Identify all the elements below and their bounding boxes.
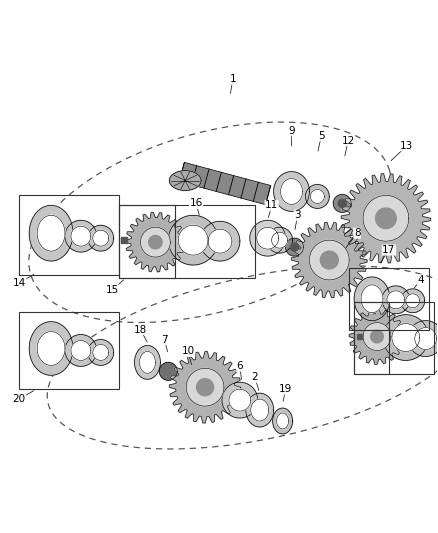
- Polygon shape: [222, 382, 258, 418]
- Polygon shape: [281, 179, 303, 204]
- Text: 8: 8: [354, 228, 360, 238]
- Polygon shape: [354, 277, 390, 321]
- Polygon shape: [140, 351, 155, 373]
- Polygon shape: [406, 294, 420, 308]
- Polygon shape: [170, 171, 201, 190]
- Polygon shape: [159, 362, 177, 380]
- Text: 14: 14: [13, 278, 26, 288]
- Polygon shape: [274, 172, 309, 212]
- Polygon shape: [88, 340, 114, 365]
- Polygon shape: [71, 341, 91, 360]
- Polygon shape: [333, 195, 351, 212]
- Polygon shape: [168, 215, 218, 265]
- Polygon shape: [305, 184, 329, 208]
- Polygon shape: [134, 345, 160, 379]
- Polygon shape: [273, 408, 293, 434]
- Polygon shape: [200, 221, 240, 261]
- Polygon shape: [349, 309, 405, 365]
- Polygon shape: [29, 205, 73, 261]
- Polygon shape: [126, 213, 185, 272]
- Text: 9: 9: [288, 126, 295, 136]
- Polygon shape: [197, 379, 214, 395]
- Polygon shape: [170, 351, 241, 423]
- Polygon shape: [37, 332, 65, 365]
- Polygon shape: [208, 229, 232, 253]
- Polygon shape: [415, 328, 437, 350]
- Bar: [354, 302, 434, 374]
- Polygon shape: [382, 286, 410, 314]
- Text: 17: 17: [382, 245, 396, 255]
- Polygon shape: [311, 190, 324, 204]
- Polygon shape: [338, 199, 346, 207]
- Text: 19: 19: [279, 384, 292, 394]
- Bar: [354, 302, 389, 374]
- Polygon shape: [383, 314, 429, 360]
- Text: 3: 3: [294, 211, 301, 220]
- Text: 5: 5: [318, 131, 325, 141]
- Polygon shape: [376, 208, 396, 229]
- Text: 20: 20: [13, 394, 26, 404]
- Polygon shape: [363, 196, 409, 241]
- Polygon shape: [149, 236, 162, 249]
- Polygon shape: [286, 238, 304, 256]
- Polygon shape: [392, 324, 420, 351]
- Text: 12: 12: [342, 136, 355, 146]
- Bar: [120, 237, 127, 243]
- Polygon shape: [320, 251, 338, 269]
- Bar: [119, 205, 175, 278]
- Bar: [19, 312, 119, 389]
- Text: 15: 15: [106, 285, 119, 295]
- Polygon shape: [71, 227, 91, 246]
- Polygon shape: [141, 227, 170, 257]
- Text: 1: 1: [230, 74, 236, 84]
- Polygon shape: [229, 389, 251, 411]
- Polygon shape: [186, 368, 224, 406]
- Polygon shape: [309, 240, 349, 280]
- Polygon shape: [408, 321, 438, 357]
- Polygon shape: [246, 393, 274, 427]
- Text: 4: 4: [417, 275, 424, 285]
- Polygon shape: [361, 285, 383, 313]
- Polygon shape: [292, 222, 367, 298]
- Polygon shape: [290, 243, 298, 251]
- Text: 7: 7: [161, 335, 168, 344]
- Polygon shape: [93, 230, 109, 246]
- Polygon shape: [363, 322, 391, 351]
- Bar: [19, 196, 119, 275]
- Polygon shape: [29, 321, 73, 375]
- Bar: [349, 268, 429, 329]
- Polygon shape: [257, 227, 279, 249]
- Text: 18: 18: [134, 325, 147, 335]
- Polygon shape: [387, 291, 405, 309]
- Text: 2: 2: [251, 372, 258, 382]
- Text: 11: 11: [265, 200, 278, 211]
- Bar: [357, 334, 362, 338]
- Bar: [119, 205, 255, 278]
- Polygon shape: [401, 289, 425, 313]
- Polygon shape: [65, 220, 97, 252]
- Text: 10: 10: [182, 346, 195, 357]
- Polygon shape: [267, 227, 293, 253]
- Polygon shape: [178, 225, 208, 255]
- Polygon shape: [65, 335, 97, 366]
- Text: 13: 13: [400, 141, 413, 151]
- Polygon shape: [88, 225, 114, 251]
- Text: 6: 6: [237, 361, 243, 372]
- Text: 16: 16: [190, 198, 203, 208]
- Polygon shape: [371, 330, 383, 343]
- Polygon shape: [272, 232, 288, 248]
- Polygon shape: [277, 413, 289, 429]
- Polygon shape: [179, 163, 271, 205]
- Polygon shape: [251, 399, 268, 421]
- Polygon shape: [250, 220, 286, 256]
- Polygon shape: [341, 174, 431, 263]
- Polygon shape: [37, 215, 65, 251]
- Polygon shape: [93, 344, 109, 360]
